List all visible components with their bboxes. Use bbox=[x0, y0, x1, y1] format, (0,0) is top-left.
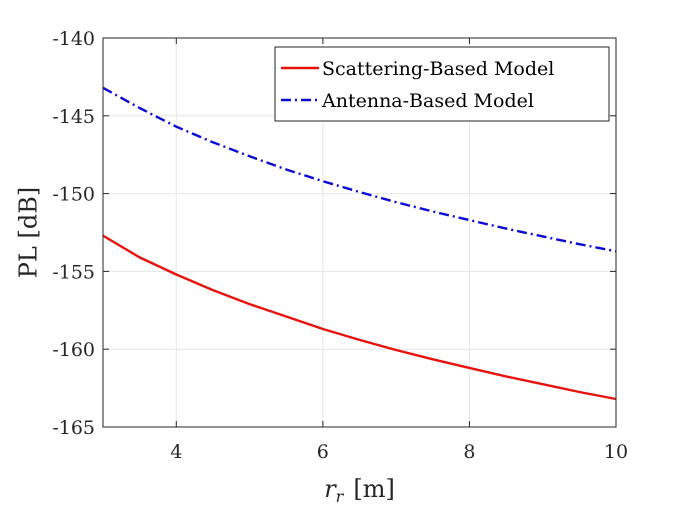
x-axis-label-unit: [m] bbox=[353, 475, 394, 503]
x-tick-label: 10 bbox=[604, 441, 628, 463]
legend-entry-scattering: Scattering-Based Model bbox=[322, 58, 554, 80]
x-axis-label-variable: r bbox=[324, 475, 337, 503]
legend-entry-antenna: Antenna-Based Model bbox=[321, 90, 534, 112]
x-axis-label: rr [m] bbox=[324, 475, 395, 506]
y-tick-label: -145 bbox=[52, 106, 95, 128]
y-axis-label: PL [dB] bbox=[14, 187, 42, 278]
x-axis-label-subscript: r bbox=[336, 487, 345, 506]
y-tick-label: -150 bbox=[52, 184, 95, 206]
plot-frame bbox=[102, 37, 617, 428]
y-tick-label: -140 bbox=[52, 28, 95, 50]
series-scattering-line bbox=[102, 234, 617, 401]
series-layer bbox=[102, 86, 617, 401]
legend: Scattering-Based Model Antenna-Based Mod… bbox=[274, 46, 610, 122]
y-tick-label: -160 bbox=[52, 339, 95, 361]
x-tick-label: 4 bbox=[170, 441, 182, 463]
tick-labels: 4 6 8 10 -165 -160 -155 -150 -145 -140 bbox=[52, 28, 628, 463]
legend-box bbox=[274, 46, 610, 122]
x-tick-label: 8 bbox=[463, 441, 475, 463]
axis-ticks bbox=[103, 37, 617, 428]
y-tick-label: -155 bbox=[52, 261, 95, 283]
x-tick-label: 6 bbox=[317, 441, 329, 463]
y-tick-label: -165 bbox=[52, 417, 95, 439]
